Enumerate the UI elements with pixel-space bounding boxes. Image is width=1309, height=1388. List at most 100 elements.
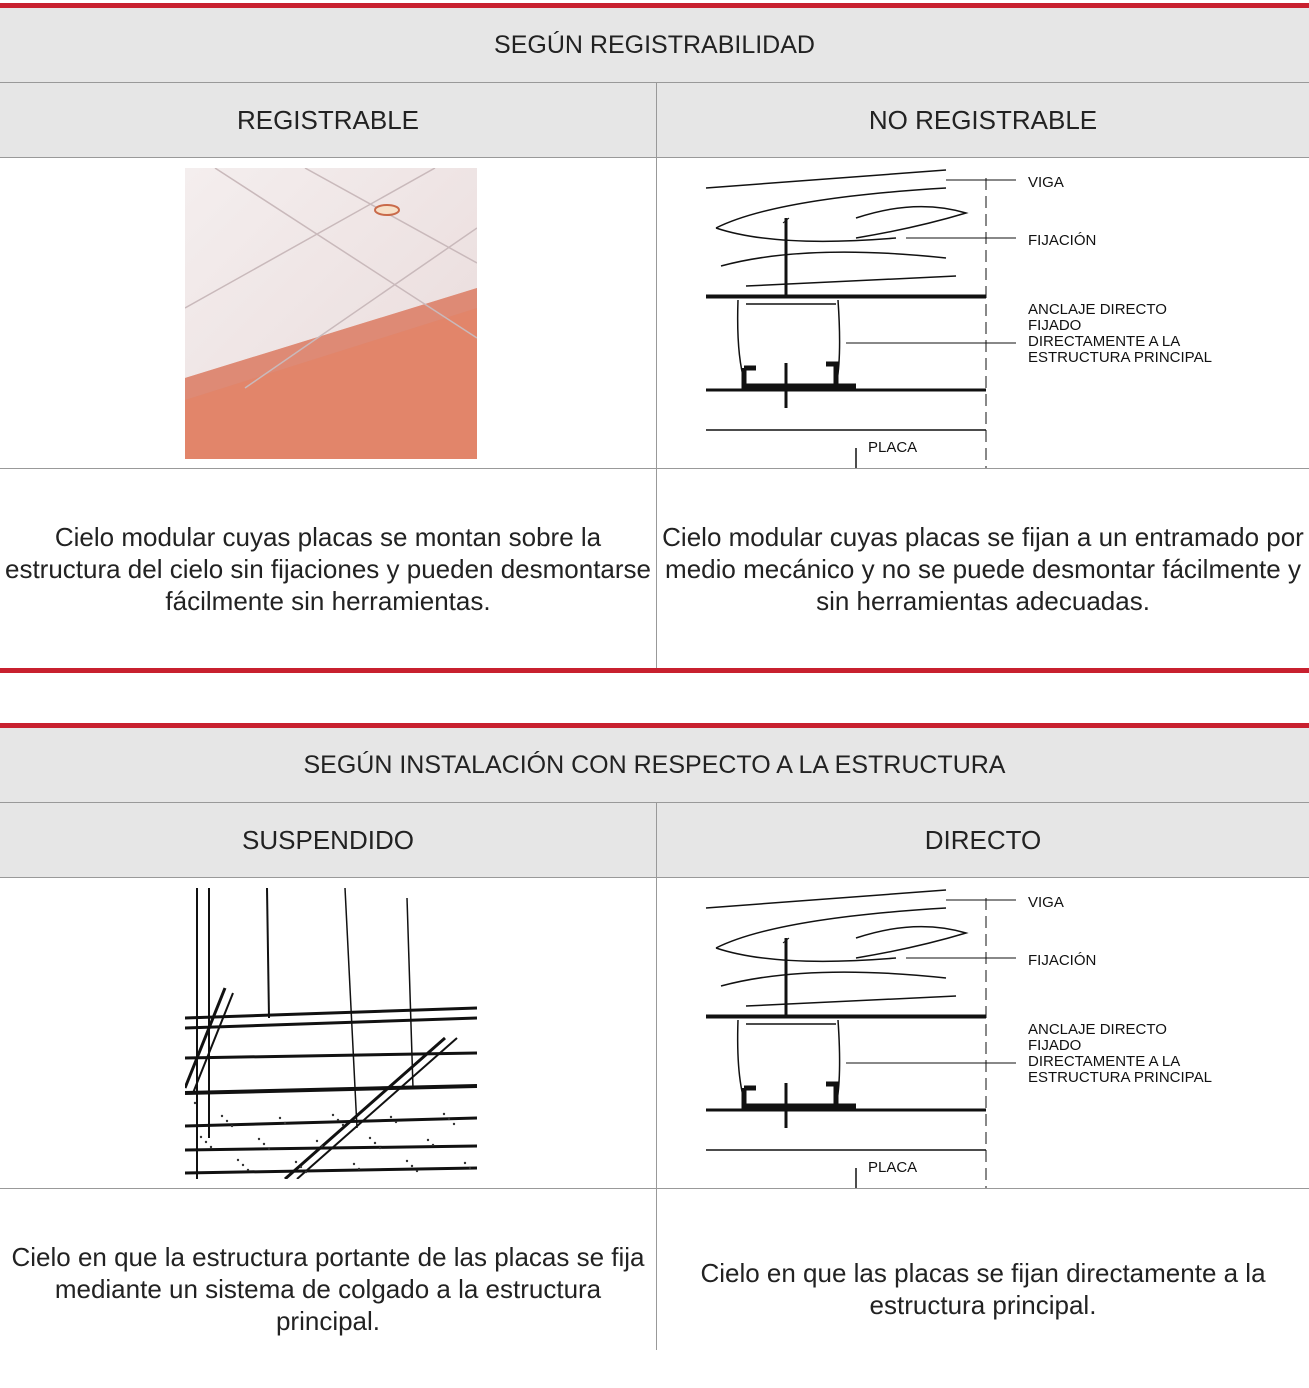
drawing-line: [284, 1036, 446, 1179]
drawing-line: [344, 888, 358, 1129]
ceiling-grid: [185, 168, 436, 309]
diagram-label: ANCLAJE DIRECTO: [1028, 1021, 1167, 1038]
drawing-line: [745, 275, 957, 287]
board-texture: [410, 1164, 414, 1168]
board-texture: [257, 1137, 261, 1141]
drawing-line: [782, 217, 790, 224]
board-texture: [220, 1114, 224, 1118]
board-texture: [431, 1143, 435, 1147]
board-texture: [394, 1120, 398, 1124]
drawing-line: [715, 227, 897, 243]
board-texture: [193, 1101, 197, 1105]
drawing-line: [192, 992, 234, 1094]
suspended-drawing: [185, 888, 477, 1179]
drawing-line: [855, 205, 969, 239]
diagram-label: VIGA: [1028, 894, 1064, 911]
board-texture: [267, 1147, 271, 1151]
drawing-line: [185, 1166, 477, 1175]
wall-shade: [185, 288, 477, 400]
drawing-line: [705, 169, 947, 189]
board-texture: [389, 1115, 393, 1119]
diagram-label: FIJACIÓN: [1028, 952, 1096, 969]
section-rule: [0, 723, 1309, 728]
drawing-line: [185, 1084, 477, 1095]
drawing-line: [185, 987, 227, 1089]
drawing-line: [296, 1037, 458, 1179]
column-header-bg: [0, 803, 1309, 878]
anchor-diagram: VIGA FIJACIÓN ANCLAJE DIRECTOFIJADODIRECTA…: [705, 889, 1212, 1188]
board-texture: [320, 1144, 324, 1148]
ceiling-grid: [214, 168, 477, 339]
board-texture: [225, 1119, 229, 1123]
row-divider: [0, 468, 1309, 469]
board-texture: [278, 1116, 282, 1120]
column-description: Cielo en que la estructura portante de l…: [11, 1241, 645, 1336]
drawing-line: [406, 897, 414, 1089]
diagram-label: ESTRUCTURA PRINCIPAL: [1028, 1069, 1212, 1086]
board-texture: [442, 1112, 446, 1116]
column-description: Cielo en que las placas se fijan directa…: [700, 1257, 1266, 1320]
column-divider: [656, 803, 657, 1350]
drawing-line: [185, 1116, 477, 1128]
board-texture: [352, 1162, 356, 1166]
board-texture: [426, 1138, 430, 1142]
row-divider: [0, 1188, 1309, 1189]
diagram-label: FIJADO: [1028, 317, 1081, 334]
drawing-line: [185, 1006, 477, 1020]
board-texture: [230, 1124, 234, 1128]
ceiling-lamp: [374, 204, 400, 216]
board-texture: [405, 1159, 409, 1163]
column-description: Cielo modular cuyas placas se montan sob…: [4, 521, 652, 616]
drawing-line: [266, 888, 270, 1019]
board-texture: [199, 1135, 203, 1139]
drawing-line: [826, 361, 839, 384]
board-texture: [336, 1118, 340, 1122]
board-texture: [304, 1170, 308, 1174]
board-texture: [241, 1163, 245, 1167]
board-texture: [246, 1168, 250, 1172]
section-rule: [0, 3, 1309, 8]
drawing-line: [782, 937, 790, 944]
column-divider: [656, 83, 657, 668]
drawing-line: [720, 251, 947, 267]
drawing-line: [715, 187, 947, 229]
diagram-label: FIJADO: [1028, 1037, 1081, 1054]
column-heading: SUSPENDIDO: [0, 803, 656, 878]
board-texture: [415, 1169, 419, 1173]
diagram-label: DIRECTAMENTE A LA: [1028, 1053, 1180, 1070]
drawing-line: [855, 925, 969, 959]
diagram-label: ESTRUCTURA PRINCIPAL: [1028, 349, 1212, 366]
section-rule: [0, 668, 1309, 673]
board-texture: [299, 1165, 303, 1169]
ceiling-grid: [244, 227, 477, 389]
drawing-line: [185, 1016, 477, 1030]
drawing-line: [745, 995, 957, 1007]
diagram-label: PLACA: [868, 1159, 917, 1176]
section-title: SEGÚN REGISTRABILIDAD: [0, 8, 1309, 83]
board-texture: [204, 1140, 208, 1144]
drawing-line: [715, 907, 947, 949]
board-texture: [463, 1161, 467, 1165]
board-texture: [331, 1113, 335, 1117]
column-heading: REGISTRABLE: [0, 83, 656, 158]
board-texture: [373, 1141, 377, 1145]
drawing-line: [720, 971, 947, 987]
board-texture: [368, 1136, 372, 1140]
drawing-line: [715, 947, 897, 963]
anchor-diagram: VIGA FIJACIÓN ANCLAJE DIRECTOFIJADODIRECTA…: [705, 169, 1212, 468]
board-texture: [283, 1121, 287, 1125]
board-texture: [341, 1123, 345, 1127]
board-texture: [315, 1139, 319, 1143]
board-texture: [447, 1117, 451, 1121]
drawing-line: [705, 889, 947, 909]
ceiling-photo: [185, 168, 477, 459]
column-heading: NO REGISTRABLE: [657, 83, 1309, 158]
board-texture: [452, 1122, 456, 1126]
board-texture: [294, 1160, 298, 1164]
board-texture: [378, 1146, 382, 1150]
column-header-bg: [0, 83, 1309, 158]
board-texture: [209, 1145, 213, 1149]
drawing-line: [826, 1081, 839, 1104]
board-texture: [468, 1166, 472, 1170]
